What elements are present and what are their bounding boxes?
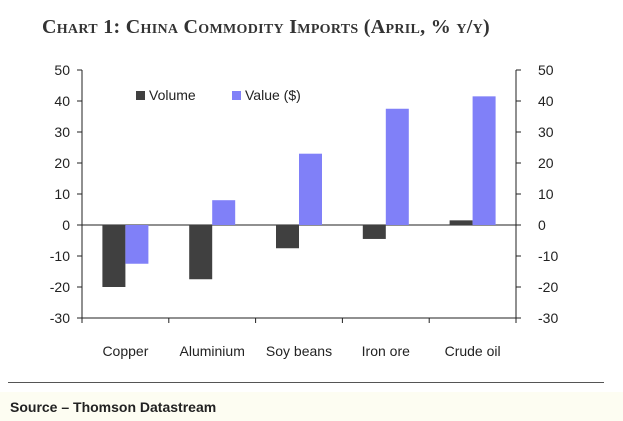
bar-value-soy-beans (299, 153, 322, 225)
category-label: Copper (102, 343, 148, 359)
y-tick-label-right: 0 (538, 217, 546, 233)
y-tick-label-right: -10 (538, 248, 558, 264)
y-tick-label-left: -20 (50, 279, 70, 295)
y-tick-label-left: 10 (54, 186, 70, 202)
category-label: Iron ore (362, 343, 410, 359)
y-tick-label-left: 0 (62, 217, 70, 233)
y-tick-label-left: 30 (54, 124, 70, 140)
bar-volume-crude-oil (449, 220, 473, 225)
y-tick-label-left: 50 (54, 62, 70, 78)
y-tick-label-left: 20 (54, 155, 70, 171)
y-tick-label-right: -20 (538, 279, 558, 295)
category-label: Crude oil (445, 343, 501, 359)
legend-label: Volume (149, 87, 196, 103)
y-tick-label-right: 20 (538, 155, 554, 171)
bar-volume-soy-beans (276, 225, 299, 249)
bar-value-copper (125, 225, 149, 264)
chart-plot: 50 50 40 40 30 30 20 20 10 10 0 0 -10 -10 -20 -20 -30 -30… (50, 62, 559, 359)
legend-swatch-volume (136, 91, 145, 100)
bar-volume-iron-ore (362, 225, 386, 239)
legend-swatch-value (232, 91, 241, 100)
bar-volume-copper (102, 225, 126, 287)
bar-value-crude-oil (472, 96, 496, 225)
y-tick-label-left: 40 (54, 93, 70, 109)
category-label: Aluminium (180, 343, 245, 359)
chart-title: Chart 1: China Commodity Imports (April,… (42, 16, 490, 38)
y-tick-label-right: 50 (538, 62, 554, 78)
y-tick-label-right: 30 (538, 124, 554, 140)
bar-value-iron-ore (385, 108, 409, 225)
y-tick-label-left: -10 (50, 248, 70, 264)
legend-label: Value ($) (245, 87, 301, 103)
bar-volume-aluminium (189, 225, 213, 280)
y-tick-label-right: 10 (538, 186, 554, 202)
source-note: Source – Thomson Datastream (10, 399, 217, 415)
footer-divider (8, 382, 604, 383)
bar-value-aluminium (212, 200, 236, 225)
y-tick-label-right: -30 (538, 310, 558, 326)
category-label: Soy beans (266, 343, 332, 359)
y-tick-label-left: -30 (50, 310, 70, 326)
y-tick-label-right: 40 (538, 93, 554, 109)
